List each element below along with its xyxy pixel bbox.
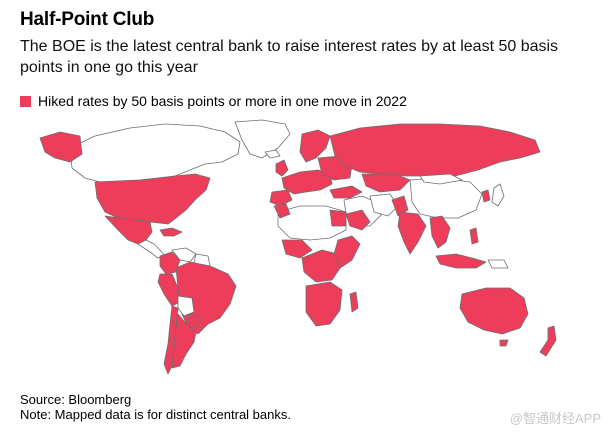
region-se-asia-mainland (429, 215, 451, 249)
region-alaska (39, 131, 83, 163)
region-argentina (171, 313, 197, 369)
region-morocco (273, 203, 291, 219)
region-indonesia (435, 253, 487, 269)
region-bolivia (177, 295, 195, 317)
region-korea (481, 189, 491, 203)
region-egypt (329, 209, 347, 227)
chart-title: Half-Point Club (20, 9, 155, 30)
region-canada (69, 123, 241, 183)
region-india (397, 211, 427, 255)
region-madagascar (349, 291, 359, 313)
source-note: Source: Bloomberg Note: Mapped data is f… (20, 392, 291, 422)
region-usa (94, 173, 211, 225)
region-north-africa (277, 205, 347, 241)
watermark: @智通财经APP (509, 411, 601, 426)
region-papua (487, 259, 509, 269)
region-japan (491, 183, 505, 207)
region-russia (329, 123, 541, 177)
region-peru (157, 273, 181, 307)
region-scandinavia (299, 129, 331, 163)
region-paraguay (187, 313, 199, 329)
region-cuba (159, 227, 183, 237)
region-west-africa (281, 239, 313, 259)
region-kazakhstan (361, 173, 411, 193)
legend: Hiked rates by 50 basis points or more i… (20, 93, 407, 109)
region-philippines (469, 227, 479, 245)
region-australia (459, 287, 529, 335)
region-china (409, 177, 483, 219)
region-greenland (234, 119, 291, 159)
region-iceland (264, 149, 281, 159)
note-text: Note: Mapped data is for distinct centra… (20, 407, 291, 422)
legend-label: Hiked rates by 50 basis points or more i… (38, 93, 407, 109)
region-chile (163, 305, 179, 375)
world-map (39, 119, 557, 375)
region-tasmania (499, 339, 509, 347)
region-western-europe (281, 169, 333, 195)
region-southern-africa (305, 281, 343, 327)
region-turkey (329, 185, 363, 199)
region-uk (275, 159, 289, 177)
region-central-america (137, 239, 166, 259)
region-iberia (269, 189, 293, 207)
source-text: Source: Bloomberg (20, 392, 132, 407)
region-iran (369, 193, 399, 217)
region-east-africa (333, 235, 361, 269)
region-saudi (345, 209, 371, 231)
region-central-africa (301, 249, 341, 283)
region-mongolia (419, 173, 463, 185)
legend-swatch (20, 95, 31, 107)
region-new-zealand (539, 325, 557, 357)
region-pakistan (391, 195, 409, 217)
region-venezuela (171, 247, 197, 263)
chart-subtitle: The BOE is the latest central bank to ra… (20, 38, 559, 76)
